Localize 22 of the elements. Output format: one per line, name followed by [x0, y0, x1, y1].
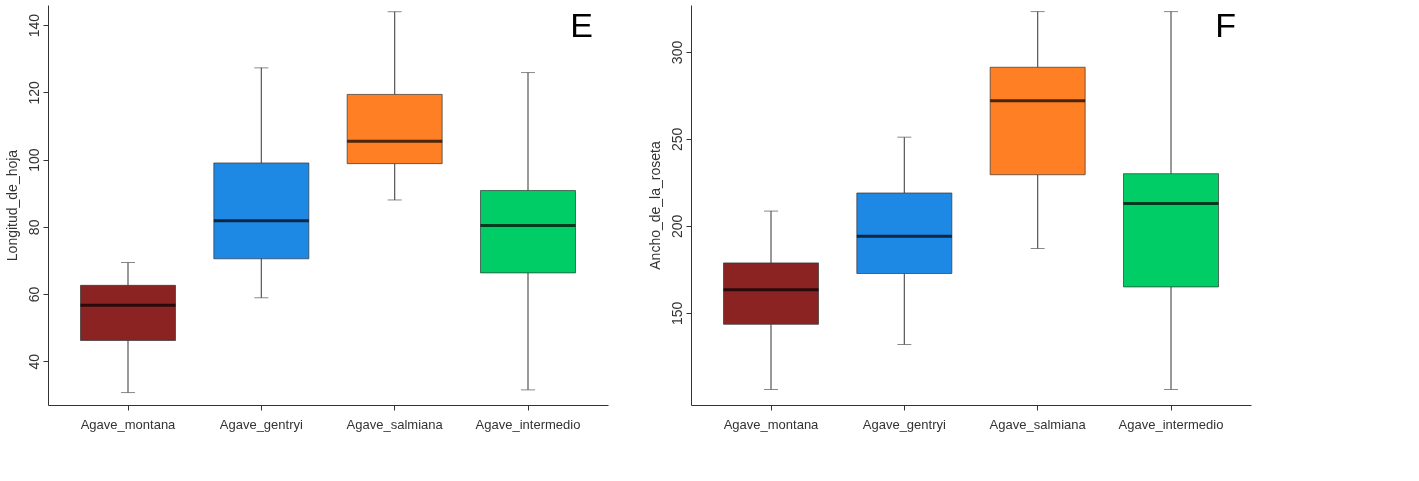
y-tick-label: 150: [668, 301, 685, 326]
annotation: E: [570, 6, 593, 44]
y-tick-label: 250: [668, 127, 685, 152]
y-tick-label: 120: [25, 81, 42, 105]
y-tick-label: 100: [25, 148, 42, 172]
x-tick-label: Agave_gentryi: [219, 416, 303, 432]
y-axis-title: Longitud_de_hoja: [3, 149, 20, 262]
y-tick-label: 140: [25, 13, 42, 38]
x-tick-label: Agave_montana: [723, 416, 820, 432]
x-tick-label: Agave_gentryi: [862, 416, 946, 432]
y-tick-label: 60: [25, 286, 42, 303]
x-tick-label: Agave_montana: [80, 416, 177, 432]
y-axis-title: Ancho_de_la_roseta: [646, 141, 663, 270]
y-tick-label: 80: [25, 219, 42, 236]
y-tick-label: 200: [668, 214, 685, 239]
y-tick-label: 300: [668, 40, 685, 65]
x-tick-label: Agave_salmiana: [989, 416, 1087, 432]
annotation: F: [1215, 6, 1236, 44]
x-tick-label: Agave_salmiana: [346, 416, 444, 432]
y-tick-label: 40: [25, 353, 42, 370]
x-tick-label: Agave_intermedio: [1118, 416, 1224, 432]
x-tick-label: Agave_intermedio: [475, 416, 581, 432]
